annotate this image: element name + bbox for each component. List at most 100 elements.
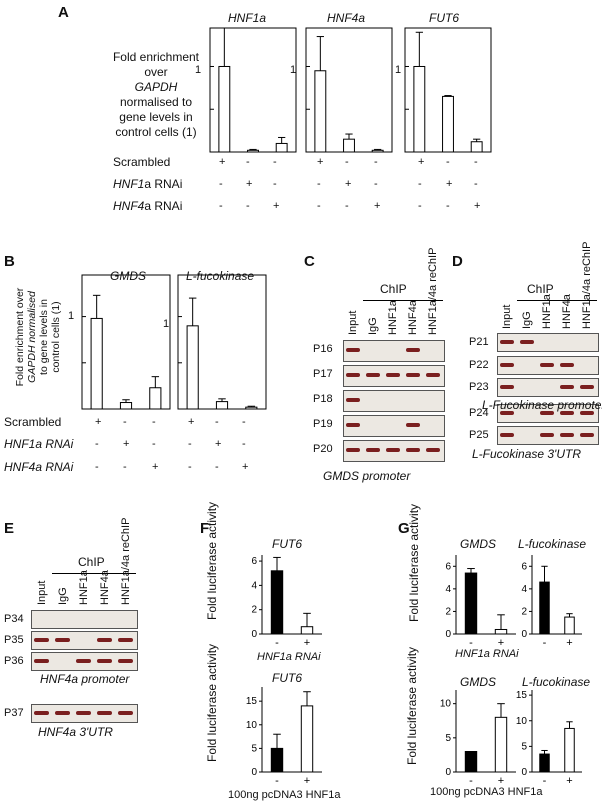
panel-label-g: G (398, 520, 410, 537)
gel-band (560, 362, 574, 367)
gel-band (346, 398, 360, 402)
panel-b-row-scrambled: Scrambled (4, 415, 62, 429)
gel-caption: HNF4a promoter (40, 672, 130, 686)
gel-strip (497, 378, 599, 397)
condition-sign: - (418, 200, 422, 212)
gel-strip (31, 610, 138, 629)
category-label: - (543, 637, 547, 649)
chart-title-hnf4a: HNF4a (327, 11, 366, 25)
gel-band (500, 384, 514, 389)
category-label: - (469, 775, 473, 787)
gel-band (118, 658, 133, 663)
condition-sign: - (242, 416, 246, 428)
gel-band (386, 373, 400, 377)
condition-sign: - (374, 178, 378, 190)
category-label: - (275, 637, 279, 649)
condition-sign: - (246, 156, 250, 168)
chip-label: ChIP (380, 282, 407, 296)
gel-band (560, 384, 574, 389)
panel-a-ytick-3: 1 (395, 64, 402, 76)
condition-sign: - (446, 156, 450, 168)
primer-label: P17 (313, 368, 333, 380)
condition-sign: + (374, 200, 381, 212)
gel-band (540, 432, 554, 437)
gel-band (580, 432, 594, 437)
panel-b-row-hnf1a: HNF1a RNAi (4, 437, 74, 451)
condition-sign: + (242, 461, 249, 473)
gel-strip (343, 415, 445, 437)
primer-label: P22 (469, 359, 489, 371)
bar (464, 751, 478, 773)
category-label: + (498, 637, 504, 649)
condition-sign: - (446, 200, 450, 212)
condition-sign: + (219, 156, 226, 168)
gel-band (406, 448, 420, 452)
ytick-label: 10 (440, 699, 452, 710)
chart-title-gmds-g2: GMDS (460, 675, 496, 689)
panel-a-row-hnf1a: HNF1a RNAi (113, 178, 182, 191)
ytick-label: 4 (521, 584, 527, 595)
panel-label-e: E (4, 520, 15, 537)
chart-title-lfuco-g2: L-fucokinase (522, 675, 591, 689)
condition-sign: + (446, 178, 453, 190)
condition-sign: + (246, 178, 253, 190)
chart-title-lfuco-g1: L-fucokinase (518, 537, 587, 551)
bar (539, 753, 550, 773)
condition-sign: - (123, 416, 127, 428)
chart-title-fut6-f1: FUT6 (272, 537, 302, 551)
panel-a-ytick-2: 1 (290, 64, 297, 76)
gel-band (426, 373, 440, 377)
chart-title-lfucokinase: L-fucokinase (186, 269, 255, 283)
category-label: + (304, 775, 310, 787)
ytick-label: 4 (251, 580, 257, 591)
gel-band (406, 423, 420, 427)
gel-band (55, 710, 70, 715)
gel-band (426, 448, 440, 452)
gel-band (97, 710, 112, 715)
primer-label: P24 (469, 407, 489, 419)
panel-label-b: B (4, 253, 15, 270)
gel-band (346, 348, 360, 352)
ytick-label: 5 (521, 741, 527, 752)
gel-band (500, 362, 514, 367)
ytick-label: 6 (445, 561, 451, 572)
gel-band (406, 373, 420, 377)
category-label: + (498, 775, 504, 787)
primer-label: P19 (313, 418, 333, 430)
panel-label-c: C (304, 253, 315, 270)
condition-sign: + (273, 200, 280, 212)
condition-sign: - (273, 156, 277, 168)
condition-sign: + (152, 461, 159, 473)
condition-sign: + (317, 156, 324, 168)
panel-b-row-hnf4a: HNF4a RNAi (4, 460, 74, 474)
chart-title-gmds-g1: GMDS (460, 537, 496, 551)
primer-label: P25 (469, 429, 489, 441)
condition-sign: - (215, 461, 219, 473)
chart-title-gmds: GMDS (110, 269, 146, 283)
category-label: + (304, 637, 310, 649)
rest-text: a RNAi (144, 177, 183, 191)
ytick-label: 0 (445, 629, 451, 640)
gel-band (118, 637, 133, 642)
condition-sign: - (474, 178, 478, 190)
gel-band (540, 410, 554, 415)
panel-a-ylabel: Fold enrichment over GAPDH normalised to… (112, 50, 200, 139)
condition-sign: - (418, 178, 422, 190)
ytick-label: 6 (251, 556, 257, 567)
primer-label: P18 (313, 393, 333, 405)
panel-b-ytick: 1 (68, 310, 75, 322)
gel-caption: HNF4a 3'UTR (38, 725, 113, 739)
gel-strip (31, 631, 138, 650)
condition-sign: + (215, 438, 222, 450)
chart-title-fut6: FUT6 (429, 11, 459, 25)
condition-sign: - (374, 156, 378, 168)
category-label: + (566, 775, 572, 787)
panel-f-xlabel-1: HNF1a RNAi (257, 651, 321, 663)
chart-title-hnf1a: HNF1a (228, 11, 267, 25)
condition-sign: - (152, 438, 156, 450)
gel-band (34, 710, 49, 715)
